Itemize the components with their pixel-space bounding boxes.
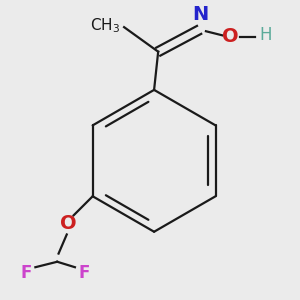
Text: CH$_3$: CH$_3$	[90, 16, 120, 35]
Text: F: F	[79, 264, 90, 282]
Text: F: F	[20, 264, 32, 282]
Text: N: N	[192, 5, 208, 24]
Text: O: O	[60, 214, 76, 233]
Text: O: O	[222, 27, 239, 46]
Text: H: H	[259, 26, 272, 44]
